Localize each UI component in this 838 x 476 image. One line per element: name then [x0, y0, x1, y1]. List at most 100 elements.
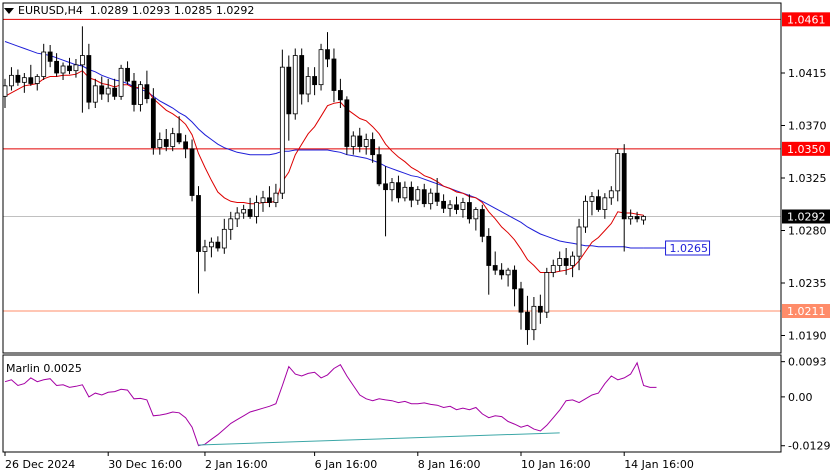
- bear-candle-body: [125, 67, 130, 82]
- candle: [86, 43, 92, 110]
- bull-candle-body: [60, 65, 66, 74]
- bear-candle-body: [15, 74, 21, 83]
- candle: [596, 189, 601, 212]
- candle: [415, 186, 421, 205]
- candle: [196, 186, 201, 294]
- bear-candle-body: [54, 60, 59, 74]
- bear-candle-body: [421, 189, 427, 205]
- bull-candle-body: [460, 202, 466, 210]
- bull-candle-body: [279, 66, 285, 194]
- time-tick-label: 8 Jan 16:00: [418, 458, 481, 471]
- bear-candle-body: [247, 209, 253, 217]
- time-tick-label: 14 Jan 16:00: [624, 458, 694, 471]
- current-price-label: 1.0292: [787, 211, 826, 224]
- bull-candle-body: [415, 189, 421, 201]
- bear-candle-body: [99, 85, 105, 95]
- low-value: 1.0285: [173, 4, 213, 17]
- candle: [118, 64, 124, 100]
- level-label-1.0461: 1.0461: [787, 13, 826, 26]
- bull-candle-body: [350, 135, 356, 147]
- bull-candle-body: [583, 200, 588, 228]
- candle: [15, 69, 21, 86]
- fast-ma-line: [4, 70, 644, 273]
- candle: [112, 78, 118, 100]
- bear-candle-body: [144, 84, 150, 100]
- bear-candle-body: [408, 186, 414, 201]
- candle: [479, 204, 485, 243]
- candle: [370, 132, 376, 163]
- bull-candle-body: [615, 153, 621, 192]
- candle: [9, 67, 14, 91]
- candle: [531, 297, 537, 341]
- candle: [157, 132, 163, 155]
- candle: [105, 78, 111, 103]
- candle: [441, 194, 447, 213]
- price-tick-label: 1.0190: [788, 330, 827, 343]
- candle: [131, 73, 137, 112]
- bear-candle-body: [357, 135, 363, 147]
- candle: [221, 218, 227, 254]
- bull-candle-body: [234, 212, 240, 220]
- time-tick-label: 26 Dec 2024: [5, 458, 75, 471]
- candle: [550, 259, 556, 278]
- bull-candle-body: [118, 67, 124, 97]
- candle: [144, 70, 150, 104]
- candle: [589, 192, 595, 216]
- candle: [99, 76, 105, 100]
- candle: [537, 294, 543, 324]
- bull-candle-body: [221, 228, 227, 249]
- bull-candle-body: [105, 87, 111, 95]
- bear-candle-body: [299, 55, 305, 95]
- bull-candle-body: [318, 49, 324, 86]
- bull-candle-body: [273, 192, 279, 203]
- bear-candle-body: [454, 204, 459, 210]
- candle: [454, 196, 459, 215]
- bear-candle-body: [370, 139, 376, 156]
- bull-candle-body: [260, 197, 266, 203]
- candle: [634, 211, 640, 223]
- candle: [80, 26, 85, 113]
- bull-candle-body: [80, 55, 85, 66]
- time-tick-label: 10 Jan 16:00: [521, 458, 591, 471]
- candle: [602, 193, 608, 219]
- bear-candle-body: [163, 139, 169, 147]
- bear-candle-body: [563, 258, 569, 266]
- candle: [292, 48, 298, 120]
- bear-candle-body: [176, 133, 182, 143]
- bear-candle-body: [479, 209, 485, 237]
- time-tick-label: 6 Jan 16:00: [315, 458, 378, 471]
- price-tick-label: 1.0415: [788, 67, 827, 80]
- candle: [163, 129, 169, 152]
- candle: [383, 166, 388, 237]
- bull-candle-body: [589, 196, 595, 202]
- marlin-tick-label: 0.0093: [788, 356, 827, 369]
- candle: [208, 237, 214, 258]
- axes: [2, 2, 785, 456]
- bull-candle-body: [628, 216, 634, 220]
- candle: [583, 195, 588, 233]
- candle: [170, 127, 176, 152]
- candle: [189, 139, 195, 202]
- bear-candle-body: [512, 269, 517, 290]
- bear-candle-body: [150, 98, 156, 149]
- candle: [21, 73, 27, 93]
- triangle-down-icon[interactable]: [4, 8, 14, 14]
- candle: [60, 62, 66, 80]
- candle: [318, 43, 324, 91]
- bear-candle-body: [131, 80, 137, 105]
- candle: [247, 197, 253, 219]
- candle: [267, 186, 272, 208]
- candle: [150, 88, 156, 155]
- candle: [228, 211, 234, 240]
- bull-candle-body: [428, 192, 434, 205]
- candle: [434, 178, 440, 206]
- bear-candle-body: [28, 77, 34, 84]
- level-label-1.0211: 1.0211: [787, 305, 826, 318]
- bull-candle-body: [544, 272, 550, 313]
- bear-candle-body: [596, 196, 601, 210]
- candle: [325, 32, 330, 68]
- bear-candle-body: [67, 65, 72, 72]
- bear-candle-body: [499, 269, 505, 276]
- bear-candle-body: [286, 66, 292, 115]
